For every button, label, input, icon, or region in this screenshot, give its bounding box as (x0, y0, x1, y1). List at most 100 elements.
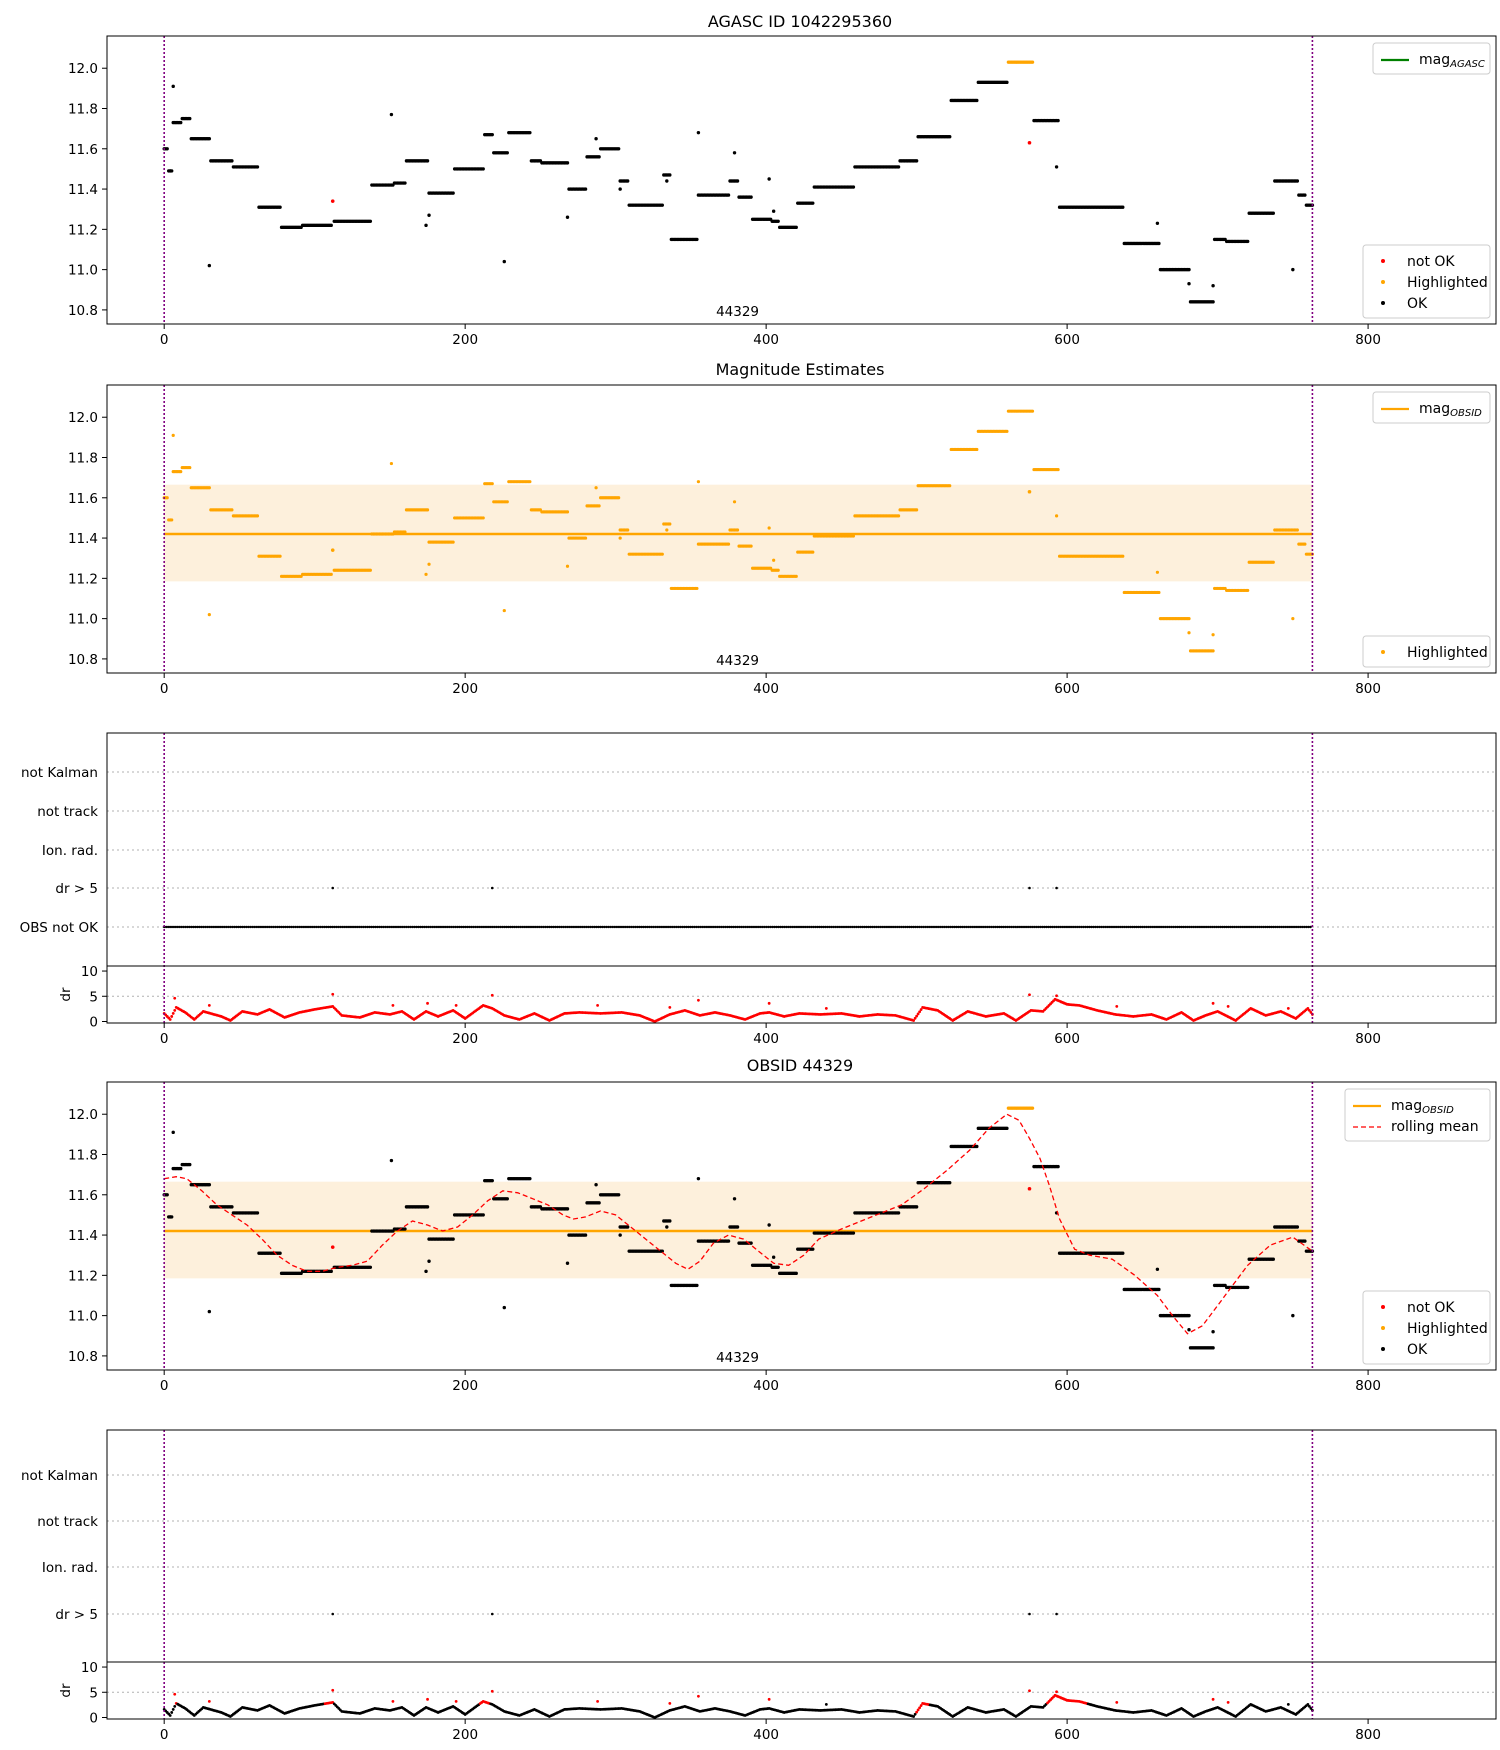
p3-flag-point (738, 925, 741, 929)
p3-flag-point (1221, 925, 1224, 929)
p3-flag-point (1303, 925, 1306, 929)
p3-flag-point (1045, 925, 1048, 929)
p4-legend-point-label: Highlighted (1407, 1321, 1488, 1337)
p3-flag-point (442, 925, 446, 929)
p3-flag-point (554, 925, 557, 929)
p4-data-point (668, 1219, 672, 1223)
p3-flag-point (297, 925, 301, 929)
p1-not-ok-point (330, 199, 335, 203)
p3-flag-point (436, 925, 440, 929)
p3-flag-point (249, 925, 252, 929)
p3-flag-point (229, 925, 232, 929)
p3-flag-point (759, 925, 763, 929)
p3-flag-point (1192, 925, 1195, 929)
p3-flag-point (1127, 925, 1130, 929)
p3-flag-point (517, 925, 520, 929)
p3-flag-point (888, 925, 892, 929)
p3-flag-point (1203, 925, 1207, 929)
p4-data-point (695, 1283, 699, 1288)
p3-flag-point (822, 925, 825, 929)
p1-data-point (1303, 193, 1307, 197)
p3-flag-point (413, 925, 416, 929)
p3-flag-point (783, 925, 786, 929)
p2-legend-point-swatch (1381, 650, 1385, 654)
p3-flag-point (918, 925, 921, 929)
p3-flag-point (1066, 925, 1070, 929)
p2-data-point (772, 558, 776, 562)
p2-data-point (389, 461, 394, 466)
p3-flag-point (1188, 925, 1191, 929)
p3-flag-point (1131, 925, 1134, 929)
p3-flag-point (427, 925, 430, 929)
p3-flag-point (837, 925, 841, 929)
p3-flag-point (869, 925, 872, 929)
p3-flag-point (1119, 925, 1123, 929)
p3-flag-point (605, 925, 608, 929)
p4-data-point (481, 1213, 485, 1217)
p3-flag-point (763, 925, 766, 929)
p2-data-point (1211, 633, 1215, 637)
p4-data-point (389, 1158, 394, 1163)
p1-xtick-label: 200 (452, 332, 478, 348)
p3-flag-point (996, 925, 999, 929)
p3-flag-point (530, 925, 534, 929)
p3-flag-point (1254, 925, 1258, 929)
p3-flag-point (937, 925, 941, 929)
p3-flag-point (976, 925, 980, 929)
p3-flag-point (679, 925, 682, 929)
p3-flag-point (830, 925, 833, 929)
p4-data-point (1155, 1267, 1160, 1272)
p3-flag-point (1207, 925, 1211, 929)
p3-flag-point (810, 925, 813, 929)
p3-flag-point (789, 925, 792, 929)
p4-data-point (505, 1197, 509, 1201)
p3-flag-point (1186, 925, 1189, 929)
p3-flag-point (963, 925, 966, 929)
p3-flag-point (616, 925, 620, 929)
p2-data-point (255, 514, 260, 518)
p3-flag-point (812, 925, 815, 929)
p3-flag-point (742, 925, 745, 929)
p2-data-point (975, 447, 979, 452)
p2-xtick-label: 200 (452, 681, 478, 697)
p3-flag-point (409, 925, 412, 929)
p3-dr-point (913, 1016, 917, 1020)
p3-flag-point (671, 925, 675, 929)
p2-data-point (1291, 617, 1295, 621)
p3-dr-point (207, 1003, 211, 1007)
p3-flag-point (765, 925, 768, 929)
p3-flag-point (1301, 925, 1304, 929)
p4-frame (106, 1081, 1497, 1371)
p3-flag-point (407, 925, 410, 929)
p5-dr-point (331, 1688, 335, 1692)
p1-xtick-label: 400 (753, 332, 779, 348)
p3-flag-point (327, 925, 330, 929)
p3-flag-point (1158, 925, 1162, 929)
p3-flag-point (1028, 886, 1031, 890)
p1-data-point (424, 223, 428, 228)
p2-ytick-label: 10.8 (68, 652, 98, 668)
p3-flag-point (227, 925, 230, 929)
p3-flag-point (675, 925, 678, 929)
p1-data-point (767, 177, 771, 181)
p3-flag-point (857, 925, 860, 929)
p3-flag-point (1121, 925, 1124, 929)
p3-flag-point (691, 925, 694, 929)
p3-flag-point (1211, 925, 1214, 929)
p2-xtick-label: 400 (753, 681, 779, 697)
p3-flag-point (947, 925, 950, 929)
p3-flag-point (712, 925, 716, 929)
p3-flag-point (552, 925, 555, 929)
p3-flag-point (243, 925, 246, 929)
p1-obsid-marker: 44329 (716, 304, 759, 320)
p3-flag-point (667, 925, 671, 929)
p3-category-label: not Kalman (21, 765, 98, 781)
p2-data-point (1157, 590, 1161, 595)
p3-flag-point (841, 925, 845, 929)
p3-flag-point (1213, 925, 1216, 929)
p3-xtick-label: 400 (753, 1031, 779, 1047)
p3-flag-point (1080, 925, 1083, 929)
p4-data-point (1211, 1330, 1215, 1334)
p3-dr-point (331, 992, 335, 996)
p3-flag-point (877, 925, 880, 929)
